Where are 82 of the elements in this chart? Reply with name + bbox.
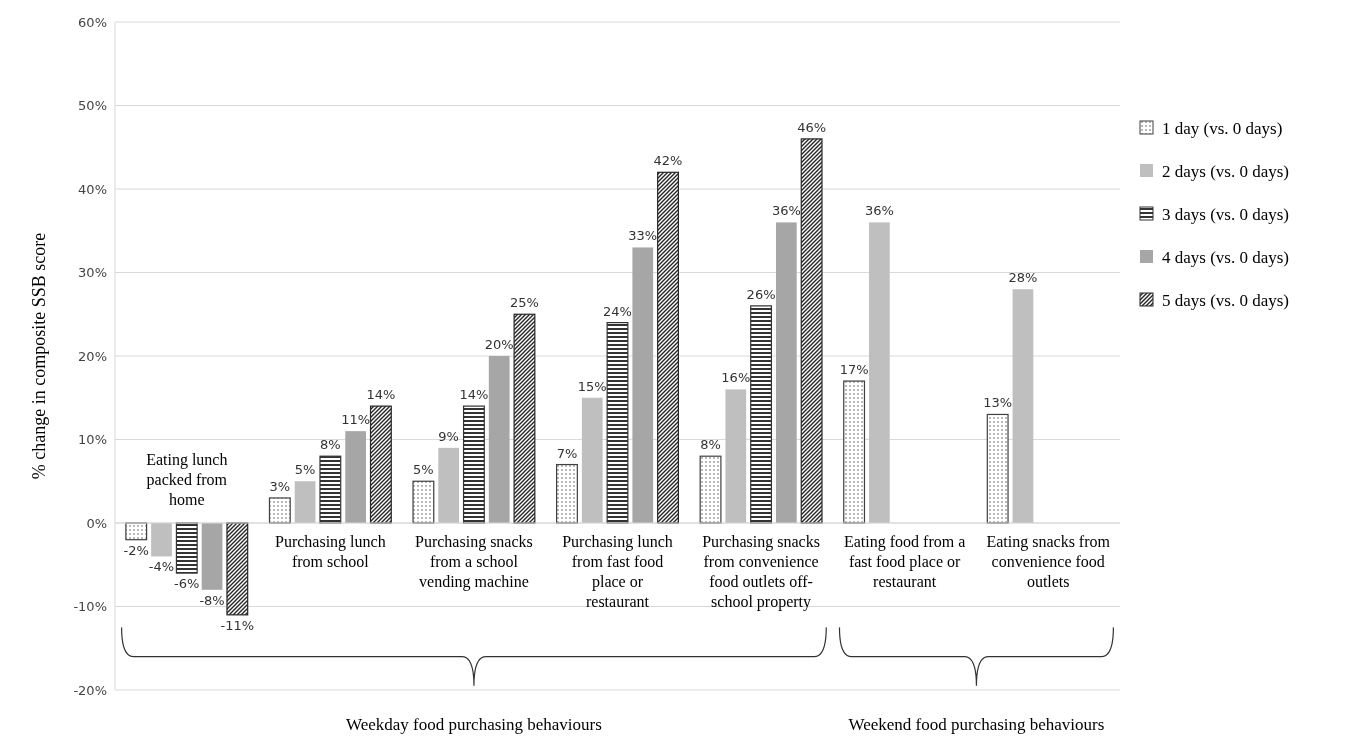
legend-label: 1 day (vs. 0 days) [1162,118,1283,138]
y-axis-title: % change in composite SSB score [29,232,49,480]
data-label: 9% [438,428,459,444]
x-tick-label: Eating snacks from convenience food outlets [986,533,1111,590]
bar [175,522,198,574]
x-tick-label: Purchasing snacks from convenience food outlets off-school property [702,533,820,611]
bar [869,222,890,523]
data-label: 46% [797,119,827,135]
data-label: 16% [721,370,751,386]
data-label: 20% [484,337,514,352]
data-label: 14% [366,387,396,403]
bar [1012,289,1034,523]
text: Weekend food purchasing behaviours [848,715,1105,734]
data-label: 25% [510,295,539,311]
data-label: 8% [320,437,341,453]
data-label: 36% [864,203,894,219]
data-label: -4% [148,559,175,575]
bar [125,522,148,541]
bar [412,480,435,524]
bar [513,313,536,524]
data-label: 28% [1008,270,1038,286]
legend-label: 5 days (vs. 0 days) [1162,290,1290,310]
data-label: 11% [341,412,371,428]
bar [151,523,172,557]
legend-label: 2 days (vs. 0 days) [1162,161,1290,181]
bar [294,481,316,523]
bar [345,431,366,523]
y-tick-label: -10% [73,599,107,615]
bar [632,247,654,523]
x-tick-label: Purchasing snacks from a school vending machine [415,533,533,591]
data-label: 13% [983,395,1013,411]
bar [750,305,773,524]
y-tick-label: 10% [78,432,107,448]
bar [319,455,342,524]
data-label: 5% [294,462,316,478]
data-label: -8% [199,592,225,608]
y-tick-label: -20% [73,682,107,698]
x-tick-label: Purchasing lunch from school [275,533,386,570]
data-label: 5% [413,462,434,478]
y-tick-label: 30% [78,265,107,281]
data-label: 26% [746,286,776,302]
legend-label: 3 days (vs. 0 days) [1162,204,1290,224]
data-label: 24% [603,303,632,319]
bar [581,397,603,523]
data-label: -11% [220,617,255,633]
data-label: 36% [771,203,801,219]
bar [226,522,249,616]
bar [488,356,510,523]
data-label: 7% [556,445,578,461]
bar [268,497,291,524]
legend-label: 4 days (vs. 0 days) [1162,247,1290,267]
bar [699,455,722,524]
x-tick-label: Eating food from a fast food place or restaurant [843,533,966,590]
data-label: 14% [459,387,489,403]
y-tick-label: 60% [78,14,107,30]
bar [438,447,460,523]
bar [556,463,578,524]
data-label: -6% [174,576,200,592]
bar [606,322,629,524]
y-tick-label: 40% [78,181,107,197]
data-label: 8% [700,437,721,453]
bar [800,138,823,524]
data-label: 17% [839,362,869,378]
bar [986,413,1009,524]
data-label: 3% [269,478,291,494]
data-label: 15% [577,378,607,394]
x-tick-label: Purchasing lunch from fast food place or restaurant [562,533,673,610]
bar [843,380,866,524]
y-tick-label: 50% [78,98,107,114]
data-label: -2% [123,542,149,558]
bar [462,405,485,524]
bar [775,222,797,523]
x-tick-label: Eating lunch packed from home [146,451,228,508]
bar [201,523,223,590]
data-label: 33% [628,228,658,244]
bar [657,171,679,524]
bar [369,405,392,524]
text: Weekday food purchasing behaviours [345,715,602,734]
y-tick-label: 20% [78,348,107,364]
y-tick-label: 0% [86,515,107,531]
bar [725,389,747,523]
data-label: 42% [653,153,683,169]
